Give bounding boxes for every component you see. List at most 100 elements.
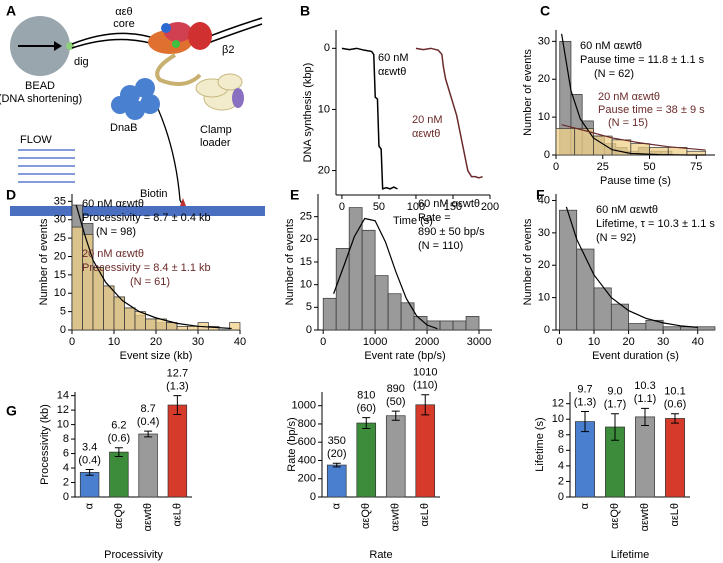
bar [109, 451, 129, 498]
surface [10, 206, 265, 216]
histogram-bar [593, 135, 613, 156]
x-tick-label: 20 [150, 336, 162, 348]
annotation: 20 nM αεwtθ [598, 91, 660, 103]
y-tick-label: 1000 [292, 400, 316, 412]
y-tick-label: 0 [544, 149, 550, 161]
histogram-bar [113, 296, 125, 331]
value-label: 9.7 [577, 383, 592, 395]
label: dig [74, 56, 89, 68]
x-tick-label: 40 [692, 336, 704, 348]
x-tick-label: 0 [320, 336, 326, 348]
y-tick-label: 10 [54, 287, 66, 299]
error-label: (1.7) [604, 399, 627, 411]
histogram-bar [452, 320, 467, 331]
annotation: (N = 62) [594, 68, 634, 80]
y-tick-label: 35 [54, 195, 66, 207]
annotation: (N = 15) [608, 117, 648, 129]
flow-arrows [18, 149, 75, 183]
value-label: 3.4 [82, 441, 97, 453]
y-tick-label: 30 [54, 214, 66, 226]
y-tick-label: 2 [63, 476, 69, 488]
y-tick-label: 20 [300, 233, 312, 245]
y-tick-label: 200 [298, 473, 316, 485]
error-label: (0.6) [108, 433, 131, 445]
y-tick-label: 5 [60, 306, 66, 318]
x-tick-label: 0 [556, 336, 562, 348]
x-tick-label: 0 [69, 336, 75, 348]
x-tick-label: 10 [588, 336, 600, 348]
x-tick-label: 25 [597, 161, 609, 173]
y-tick-label: 0 [544, 324, 550, 336]
x-tick-label: αεwtθ [142, 503, 154, 531]
core [164, 22, 192, 42]
y-tick-label: 0 [306, 324, 312, 336]
annotation: Processivity = 8.7 ± 0.4 kb [82, 212, 211, 224]
annotation: Pause time = 38 ± 9 s [598, 104, 705, 116]
y-axis-title: DNA synthesis (kbp) [302, 63, 314, 163]
panel-letter: E [290, 187, 299, 203]
annotation: 60 nM αεwtθ [596, 204, 658, 216]
y-tick-label: 12 [57, 404, 69, 416]
y-tick-label: 10 [318, 103, 330, 115]
label: core [113, 18, 134, 30]
x-tick-label: αεLθ [171, 503, 183, 527]
histogram-bar [555, 128, 576, 156]
y-tick-label: 30 [538, 35, 550, 47]
y-tick-label: 600 [298, 436, 316, 448]
bar [326, 464, 347, 498]
y-tick-label: 20 [318, 164, 330, 176]
error-label: (0.4) [137, 416, 160, 428]
y-tick-label: 0 [310, 491, 316, 503]
y-tick-label: 0 [60, 324, 66, 336]
x-tick-label: 30 [192, 336, 204, 348]
annotation: 60 nM αεwtθ [82, 198, 144, 210]
histogram-bar [400, 302, 415, 331]
panel-letter: D [6, 187, 16, 203]
x-tick-label: 75 [690, 161, 702, 173]
y-axis-title: Lifetime (s) [534, 417, 546, 471]
histogram-bar [335, 248, 350, 331]
y-tick-label: 800 [298, 418, 316, 430]
histogram-bar [71, 226, 83, 331]
x-axis-title: Rate [369, 549, 392, 561]
annotation: Lifetime, τ = 10.3 ± 1.1 s [596, 218, 715, 230]
annotation: 20 nM αεwtθ [82, 248, 144, 260]
y-tick-label: 10 [538, 292, 550, 304]
bar [356, 422, 377, 498]
histogram-bar [166, 322, 178, 331]
y-tick-label: 20 [538, 259, 550, 271]
clamp-loader [195, 73, 243, 111]
bar [415, 404, 436, 498]
y-tick-label: 2 [558, 475, 564, 487]
x-tick-label: αεLθ [419, 503, 431, 527]
value-label: 350 [328, 435, 346, 447]
error-label: (60) [356, 402, 376, 414]
y-axis-title: Processivity (kb) [39, 404, 51, 485]
x-axis-title: Processivity [104, 549, 163, 561]
y-tick-label: 400 [298, 454, 316, 466]
value-label: 10.1 [664, 386, 685, 398]
histogram-bar [465, 316, 480, 331]
fit-curve [333, 217, 438, 330]
error-bar [391, 410, 400, 421]
x-tick-label: 0 [339, 201, 345, 213]
annotation: 890 ± 50 bp/s [418, 226, 485, 238]
y-axis-title: Number of events [284, 218, 296, 305]
histogram-bar [697, 326, 716, 331]
annotation: (N = 61) [130, 276, 170, 288]
x-tick-label: αεwtθ [639, 503, 651, 531]
error-bar [362, 417, 371, 430]
panel-letter: F [536, 187, 545, 203]
x-tick-label: 50 [373, 201, 385, 213]
x-tick-label: 150 [444, 201, 462, 213]
histogram-bar [374, 275, 389, 331]
y-tick-label: 0 [558, 491, 564, 503]
dnab [111, 78, 160, 120]
y-tick-label: 12 [552, 398, 564, 410]
error-bar [641, 407, 649, 426]
label: Clamp [200, 124, 232, 136]
